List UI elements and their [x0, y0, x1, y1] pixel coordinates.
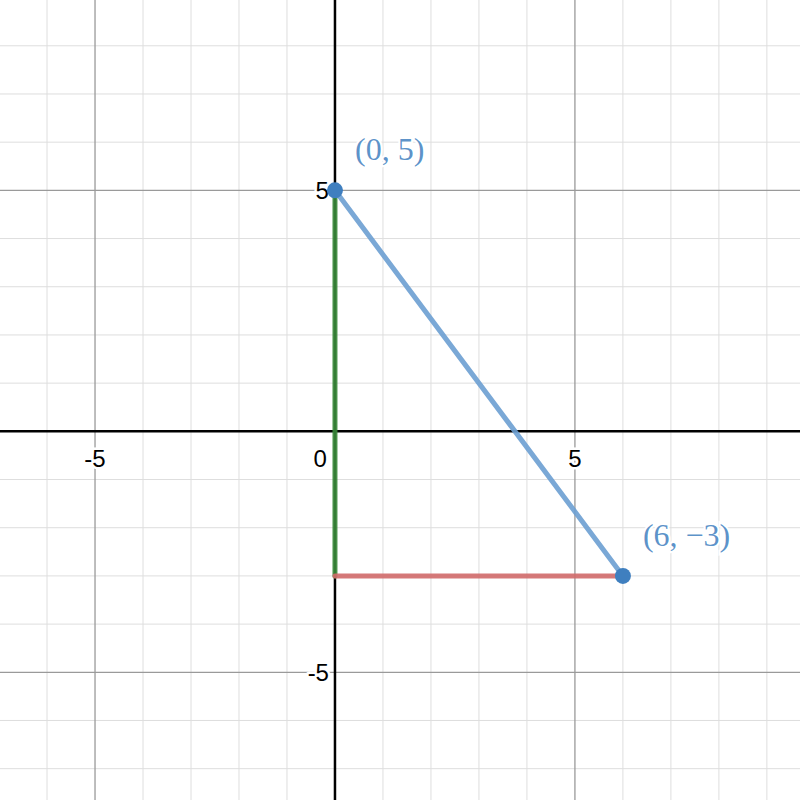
background	[0, 0, 800, 800]
minor-grid-line	[0, 286, 800, 287]
minor-grid-line	[47, 0, 48, 800]
minor-grid-line	[0, 45, 800, 46]
y-axis	[334, 0, 337, 800]
data	[327, 182, 631, 584]
x-grid-line	[574, 0, 575, 800]
chart-root: -5 0 5 -5 5 (0, 5) (6, −3)	[0, 0, 800, 800]
minor-grid-line	[0, 768, 800, 769]
minor-grid-line	[286, 0, 287, 800]
segment	[332, 190, 337, 576]
x-axis	[0, 430, 800, 433]
x-tick-label: -5	[84, 445, 105, 472]
minor-grid-line	[0, 238, 800, 239]
minor-grid-line	[238, 0, 239, 800]
point-labels: (0, 5) (6, −3)	[355, 131, 730, 553]
point-label: (0, 5)	[355, 131, 424, 167]
tick-labels: -5 0 5 -5 5	[84, 177, 581, 686]
minor-grid-line	[0, 479, 800, 480]
minor-grid-line	[0, 575, 800, 576]
minor-grid-line	[478, 0, 479, 800]
y-tick-label: -5	[308, 659, 329, 686]
segment	[335, 573, 623, 578]
y-tick-label: 5	[316, 177, 329, 204]
minor-grid-line	[0, 383, 800, 384]
grid	[0, 0, 800, 800]
minor-grid-line	[0, 93, 800, 94]
minor-grid-line	[191, 0, 192, 800]
point-label: (6, −3)	[643, 517, 730, 553]
x-tick-label: 0	[314, 445, 327, 472]
y-grid-line	[0, 672, 800, 673]
x-grid-line	[94, 0, 95, 800]
minor-grid-line	[0, 334, 800, 335]
minor-grid-line	[0, 624, 800, 625]
y-grid-line	[0, 190, 800, 191]
minor-grid-line	[382, 0, 383, 800]
minor-grid-line	[143, 0, 144, 800]
minor-grid-line	[718, 0, 719, 800]
minor-grid-line	[622, 0, 623, 800]
minor-grid-line	[766, 0, 767, 800]
segment	[335, 190, 623, 576]
point	[615, 568, 631, 584]
minor-grid-line	[670, 0, 671, 800]
chart: -5 0 5 -5 5 (0, 5) (6, −3)	[0, 0, 800, 800]
minor-grid-line	[0, 720, 800, 721]
minor-grid-line	[430, 0, 431, 800]
x-tick-label: 5	[568, 445, 581, 472]
point	[327, 182, 343, 198]
minor-grid-line	[526, 0, 527, 800]
